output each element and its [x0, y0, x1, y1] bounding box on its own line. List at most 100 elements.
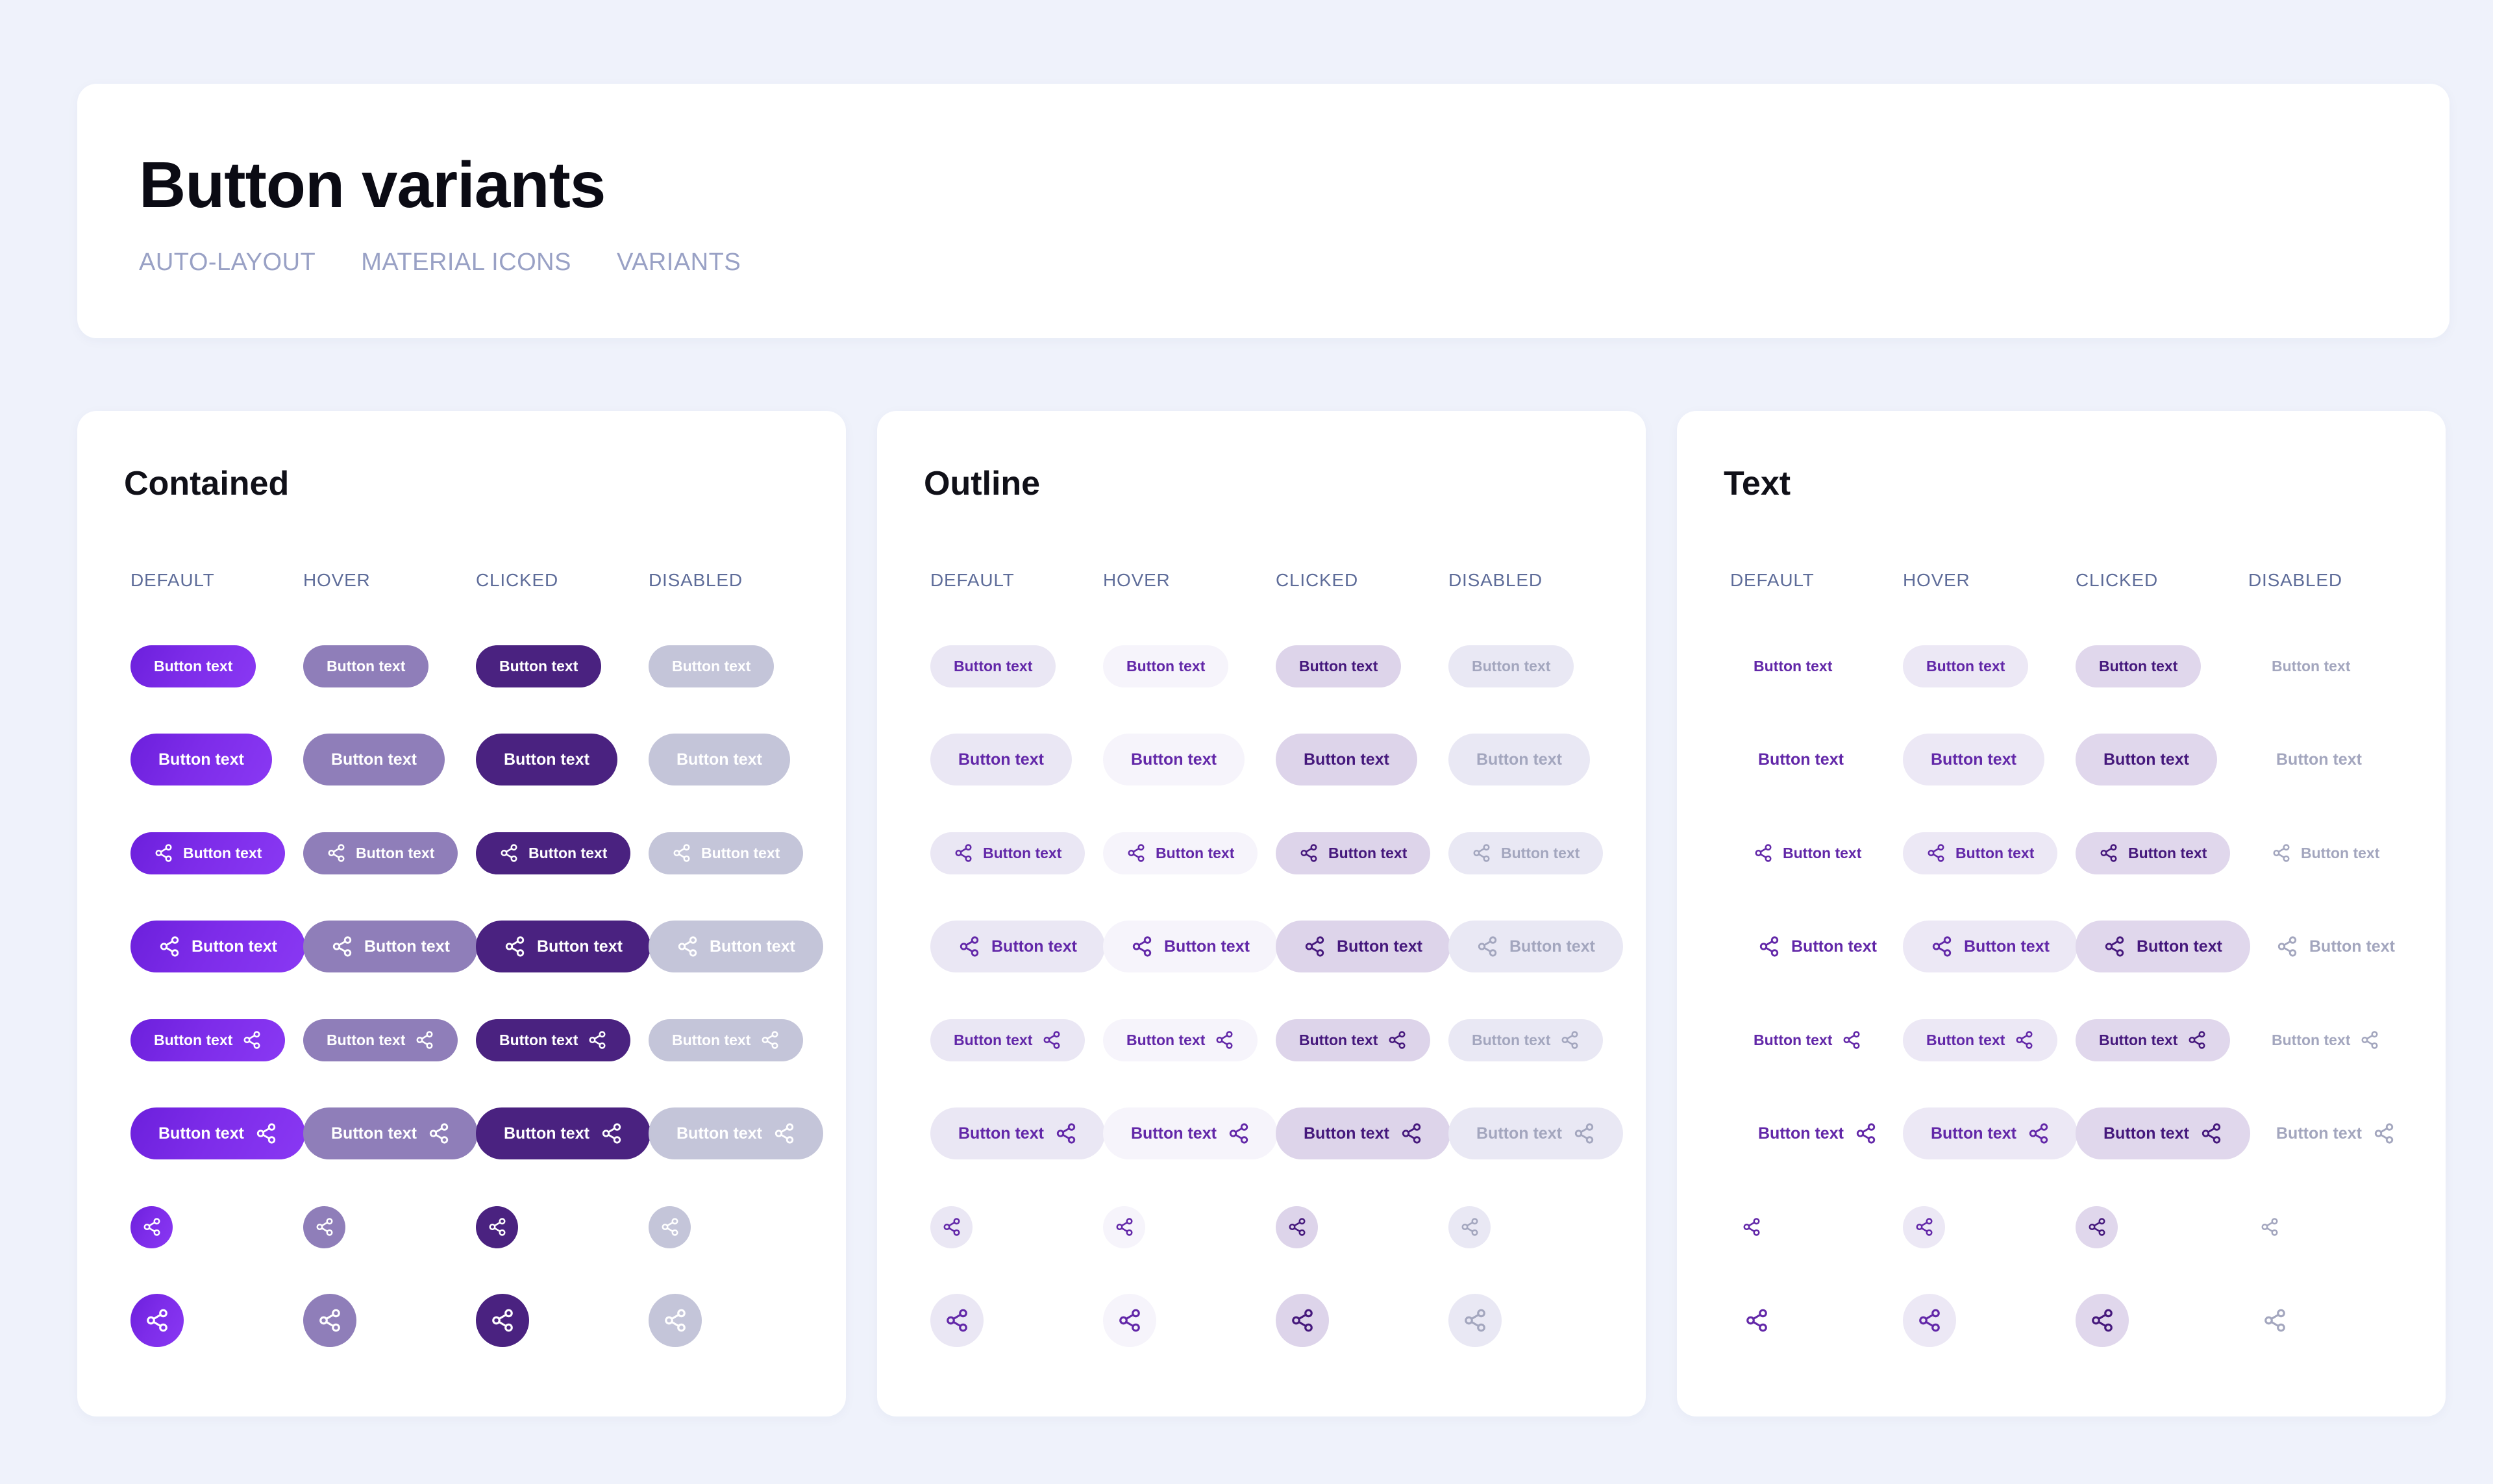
button-label: Button text	[954, 657, 1033, 674]
button-label: Button text	[1955, 844, 2035, 861]
share-icon	[1460, 1217, 1480, 1237]
share-icon	[1463, 1308, 1487, 1333]
text-hover-sm-trailing-icon-button[interactable]: Button text	[1903, 1019, 2058, 1061]
outline-default-md-text-button[interactable]: Button text	[930, 734, 1072, 786]
contained-hover-md-icon-only-button[interactable]	[303, 1294, 356, 1348]
share-icon	[142, 1217, 162, 1237]
button-label: Button text	[504, 750, 589, 769]
contained-default-md-icon-only-button[interactable]	[130, 1294, 184, 1348]
text-clicked-sm-leading-icon-button[interactable]: Button text	[2076, 832, 2231, 874]
text-hover-md-trailing-icon-button[interactable]: Button text	[1903, 1107, 2078, 1160]
outline-hover-sm-icon-only-button[interactable]	[1103, 1206, 1145, 1248]
contained-default-md-text-button[interactable]: Button text	[130, 734, 272, 786]
contained-default-sm-trailing-icon-button[interactable]: Button text	[130, 1019, 286, 1061]
button-label: Button text	[2099, 657, 2178, 674]
outline-clicked-md-icon-only-button[interactable]	[1276, 1294, 1329, 1348]
outline-hover-sm-text-button[interactable]: Button text	[1103, 645, 1229, 687]
share-icon	[2360, 1030, 2379, 1050]
contained-hover-sm-leading-icon-button[interactable]: Button text	[303, 832, 458, 874]
button-label: Button text	[1131, 750, 1217, 769]
button-label: Button text	[537, 937, 623, 956]
button-label: Button text	[1328, 844, 1408, 861]
text-hover-md-text-button[interactable]: Button text	[1903, 734, 2044, 786]
page: Button variants AUTO-LAYOUT MATERIAL ICO…	[0, 84, 2493, 1484]
contained-default-md-leading-icon-button[interactable]: Button text	[130, 921, 305, 973]
text-hover-sm-icon-only-button[interactable]	[1903, 1206, 1945, 1248]
outline-default-sm-text-button[interactable]: Button text	[930, 645, 1056, 687]
outline-clicked-sm-text-button[interactable]: Button text	[1276, 645, 1402, 687]
outline-hover-md-icon-only-button[interactable]	[1103, 1294, 1156, 1348]
outline-default-md-icon-only-button[interactable]	[930, 1294, 984, 1348]
outline-clicked-md-trailing-icon-button[interactable]: Button text	[1276, 1107, 1450, 1160]
text-default-sm-text-button[interactable]: Button text	[1730, 645, 1855, 687]
contained-disabled-sm-leading-icon-button: Button text	[649, 832, 804, 874]
share-icon	[2373, 1122, 2395, 1144]
text-hover-md-leading-icon-button[interactable]: Button text	[1903, 921, 2078, 973]
outline-clicked-md-text-button[interactable]: Button text	[1276, 734, 1417, 786]
outline-default-sm-icon-only-button[interactable]	[930, 1206, 973, 1248]
outline-hover-md-leading-icon-button[interactable]: Button text	[1103, 921, 1278, 973]
text-disabled-sm-leading-icon-button: Button text	[2248, 832, 2403, 874]
contained-default-sm-text-button[interactable]: Button text	[130, 645, 256, 687]
contained-clicked-md-leading-icon-button[interactable]: Button text	[476, 921, 651, 973]
outline-hover-sm-leading-icon-button[interactable]: Button text	[1103, 832, 1258, 874]
button-label: Button text	[504, 1124, 589, 1143]
button-label: Button text	[154, 657, 233, 674]
contained-hover-sm-trailing-icon-button[interactable]: Button text	[303, 1019, 458, 1061]
contained-default-md-trailing-icon-button[interactable]: Button text	[130, 1107, 305, 1160]
outline-hover-md-trailing-icon-button[interactable]: Button text	[1103, 1107, 1278, 1160]
text-hover-md-icon-only-button[interactable]	[1903, 1294, 1956, 1348]
text-hover-sm-leading-icon-button[interactable]: Button text	[1903, 832, 2058, 874]
contained-default-sm-leading-icon-button[interactable]: Button text	[130, 832, 286, 874]
text-default-sm-leading-icon-button[interactable]: Button text	[1730, 832, 1885, 874]
contained-hover-sm-text-button[interactable]: Button text	[303, 645, 429, 687]
outline-clicked-sm-leading-icon-button[interactable]: Button text	[1276, 832, 1431, 874]
contained-hover-sm-icon-only-button[interactable]	[303, 1206, 345, 1248]
outline-hover-md-text-button[interactable]: Button text	[1103, 734, 1245, 786]
contained-clicked-sm-trailing-icon-button[interactable]: Button text	[476, 1019, 631, 1061]
outline-clicked-sm-icon-only-button[interactable]	[1276, 1206, 1318, 1248]
contained-clicked-md-text-button[interactable]: Button text	[476, 734, 617, 786]
contained-clicked-sm-text-button[interactable]: Button text	[476, 645, 602, 687]
outline-clicked-sm-trailing-icon-button[interactable]: Button text	[1276, 1019, 1431, 1061]
button-label: Button text	[2103, 1124, 2189, 1143]
text-default-sm-icon-only-button[interactable]	[1730, 1206, 1772, 1248]
text-clicked-sm-icon-only-button[interactable]	[2076, 1206, 2118, 1248]
text-clicked-md-leading-icon-button[interactable]: Button text	[2076, 921, 2250, 973]
text-default-md-text-button[interactable]: Button text	[1730, 734, 1872, 785]
button-label: Button text	[1476, 750, 1562, 769]
text-clicked-sm-text-button[interactable]: Button text	[2076, 645, 2202, 687]
text-default-md-leading-icon-button[interactable]: Button text	[1730, 921, 1905, 972]
contained-disabled-sm-trailing-icon-button: Button text	[649, 1019, 804, 1061]
header-card: Button variants AUTO-LAYOUT MATERIAL ICO…	[77, 84, 2450, 338]
contained-clicked-md-trailing-icon-button[interactable]: Button text	[476, 1107, 651, 1160]
text-default-md-trailing-icon-button[interactable]: Button text	[1730, 1107, 1905, 1159]
text-default-sm-trailing-icon-button[interactable]: Button text	[1730, 1019, 1885, 1061]
outline-default-sm-leading-icon-button[interactable]: Button text	[930, 832, 1085, 874]
contained-clicked-sm-leading-icon-button[interactable]: Button text	[476, 832, 631, 874]
contained-clicked-md-icon-only-button[interactable]	[476, 1294, 529, 1348]
outline-clicked-md-leading-icon-button[interactable]: Button text	[1276, 921, 1450, 973]
outline-default-md-leading-icon-button[interactable]: Button text	[930, 921, 1105, 973]
share-icon	[1931, 935, 1953, 958]
contained-clicked-sm-icon-only-button[interactable]	[476, 1206, 518, 1248]
share-icon	[2272, 843, 2291, 863]
contained-hover-md-leading-icon-button[interactable]: Button text	[303, 921, 478, 973]
text-clicked-md-icon-only-button[interactable]	[2076, 1294, 2129, 1348]
outline-default-sm-trailing-icon-button[interactable]: Button text	[930, 1019, 1085, 1061]
contained-hover-md-text-button[interactable]: Button text	[303, 734, 445, 786]
outline-default-md-trailing-icon-button[interactable]: Button text	[930, 1107, 1105, 1160]
text-hover-sm-text-button[interactable]: Button text	[1903, 645, 2029, 687]
contained-hover-md-trailing-icon-button[interactable]: Button text	[303, 1107, 478, 1160]
contained-disabled-md-text-button: Button text	[649, 734, 790, 786]
text-clicked-md-text-button[interactable]: Button text	[2076, 734, 2217, 786]
share-icon	[2028, 1122, 2050, 1144]
text-default-md-icon-only-button[interactable]	[1730, 1294, 1783, 1347]
text-clicked-md-trailing-icon-button[interactable]: Button text	[2076, 1107, 2250, 1160]
contained-default-sm-icon-only-button[interactable]	[130, 1206, 173, 1248]
button-label: Button text	[327, 1031, 406, 1048]
outline-hover-sm-trailing-icon-button[interactable]: Button text	[1103, 1019, 1258, 1061]
button-row-md-none: Button text Button text Button text Button …	[930, 713, 1646, 806]
button-label: Button text	[1931, 1124, 2016, 1143]
text-clicked-sm-trailing-icon-button[interactable]: Button text	[2076, 1019, 2231, 1061]
